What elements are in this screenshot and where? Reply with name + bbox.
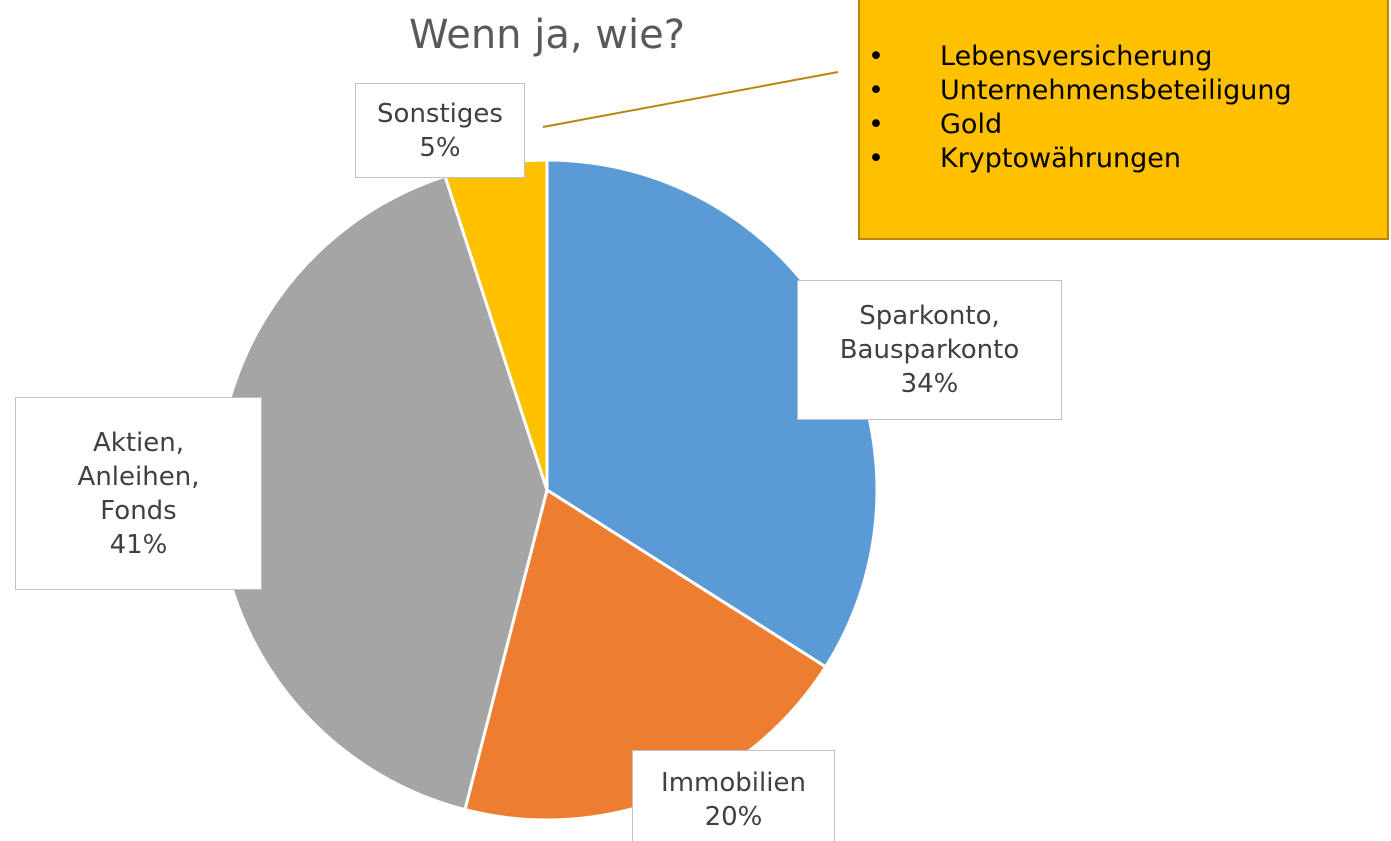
callout-line <box>542 71 839 128</box>
annotation-list: LebensversicherungUnternehmensbeteiligun… <box>860 40 1387 176</box>
value-label: 41% <box>109 529 168 560</box>
category-label: Sparkonto, Bausparkonto <box>839 301 1020 365</box>
category-label: Sonstiges <box>377 98 503 129</box>
value-label: 5% <box>419 132 461 163</box>
value-label: 20% <box>704 802 763 832</box>
data-label-box: Sonstiges 5% <box>355 83 525 178</box>
annotation-box: LebensversicherungUnternehmensbeteiligun… <box>858 0 1389 240</box>
category-label: Immobilien <box>661 768 806 798</box>
data-label-box: Aktien, Anleihen, Fonds 41% <box>15 397 262 590</box>
category-label: Aktien, Anleihen, Fonds <box>77 427 200 526</box>
chart-title: Wenn ja, wie? <box>409 12 685 58</box>
annotation-item: Unternehmensbeteiligung <box>868 74 1387 108</box>
value-label: 34% <box>900 369 959 399</box>
annotation-item: Gold <box>868 108 1387 142</box>
data-label-box: Sparkonto, Bausparkonto 34% <box>797 280 1062 420</box>
annotation-item: Lebensversicherung <box>868 40 1387 74</box>
data-label-box: Immobilien 20% <box>632 750 835 841</box>
annotation-item: Kryptowährungen <box>868 142 1387 176</box>
